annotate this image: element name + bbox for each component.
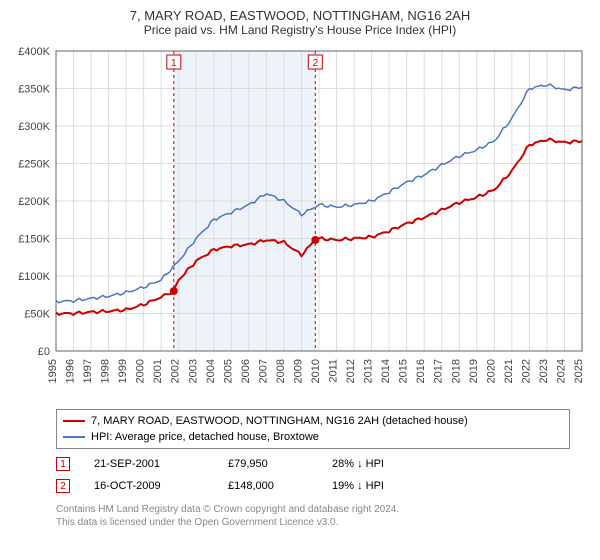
footer-line-2: This data is licensed under the Open Gov… [56, 516, 570, 529]
svg-text:2007: 2007 [257, 359, 269, 383]
sale-price: £148,000 [228, 480, 308, 492]
svg-text:2006: 2006 [240, 359, 252, 383]
svg-text:2009: 2009 [292, 359, 304, 383]
svg-text:2008: 2008 [275, 359, 287, 383]
chart-title: 7, MARY ROAD, EASTWOOD, NOTTINGHAM, NG16… [10, 8, 590, 23]
svg-text:£0: £0 [38, 346, 50, 358]
legend-label: 7, MARY ROAD, EASTWOOD, NOTTINGHAM, NG16… [91, 415, 468, 427]
chart-subtitle: Price paid vs. HM Land Registry's House … [10, 23, 590, 37]
footer: Contains HM Land Registry data © Crown c… [56, 503, 570, 529]
sale-date: 16-OCT-2009 [94, 480, 204, 492]
svg-text:2000: 2000 [135, 359, 147, 383]
svg-text:£50K: £50K [24, 309, 50, 321]
svg-text:2002: 2002 [170, 359, 182, 383]
svg-text:2018: 2018 [450, 359, 462, 383]
legend-row: 7, MARY ROAD, EASTWOOD, NOTTINGHAM, NG16… [63, 413, 563, 429]
svg-text:2: 2 [313, 58, 319, 69]
svg-text:£300K: £300K [18, 121, 50, 133]
svg-text:2023: 2023 [538, 359, 550, 383]
svg-text:£350K: £350K [18, 84, 50, 96]
svg-text:2003: 2003 [187, 359, 199, 383]
legend-row: HPI: Average price, detached house, Brox… [63, 429, 563, 445]
svg-text:2010: 2010 [310, 359, 322, 383]
svg-text:1: 1 [171, 58, 177, 69]
svg-text:2016: 2016 [415, 359, 427, 383]
legend: 7, MARY ROAD, EASTWOOD, NOTTINGHAM, NG16… [56, 409, 570, 449]
svg-text:2013: 2013 [363, 359, 375, 383]
sale-diff: 28% ↓ HPI [332, 458, 422, 470]
legend-label: HPI: Average price, detached house, Brox… [91, 431, 319, 443]
sale-price: £79,950 [228, 458, 308, 470]
sale-badge: 2 [56, 479, 70, 493]
sale-diff: 19% ↓ HPI [332, 480, 422, 492]
svg-text:2015: 2015 [398, 359, 410, 383]
chart-area: £0 £50K £100K £150K £200K £250K £300K £350K £400… [10, 43, 590, 403]
svg-text:£100K: £100K [18, 271, 50, 283]
svg-text:£200K: £200K [18, 196, 50, 208]
sales-table: 1 21-SEP-2001 £79,950 28% ↓ HPI 2 16-OCT-2009… [56, 453, 570, 497]
svg-text:1997: 1997 [82, 359, 94, 383]
svg-text:£400K: £400K [18, 46, 50, 58]
svg-text:2011: 2011 [328, 359, 340, 383]
svg-text:2001: 2001 [152, 359, 164, 383]
svg-text:2025: 2025 [573, 359, 585, 383]
svg-text:2012: 2012 [345, 359, 357, 383]
svg-text:1998: 1998 [100, 359, 112, 383]
svg-text:2004: 2004 [205, 359, 217, 383]
svg-text:2024: 2024 [555, 359, 567, 383]
legend-swatch [63, 436, 85, 438]
sale-row: 2 16-OCT-2009 £148,000 19% ↓ HPI [56, 475, 570, 497]
svg-text:1999: 1999 [117, 359, 129, 383]
svg-text:£150K: £150K [18, 234, 50, 246]
svg-text:2019: 2019 [468, 359, 480, 383]
svg-text:2014: 2014 [380, 359, 392, 383]
svg-text:2005: 2005 [222, 359, 234, 383]
footer-line-1: Contains HM Land Registry data © Crown c… [56, 503, 570, 516]
svg-text:2021: 2021 [503, 359, 515, 383]
svg-text:£250K: £250K [18, 159, 50, 171]
svg-text:2022: 2022 [520, 359, 532, 383]
sale-badge: 1 [56, 457, 70, 471]
svg-text:2017: 2017 [433, 359, 445, 383]
svg-text:2020: 2020 [485, 359, 497, 383]
legend-swatch [63, 420, 85, 422]
sale-date: 21-SEP-2001 [94, 458, 204, 470]
svg-text:1996: 1996 [65, 359, 77, 383]
sale-row: 1 21-SEP-2001 £79,950 28% ↓ HPI [56, 453, 570, 475]
svg-text:1995: 1995 [47, 359, 59, 383]
